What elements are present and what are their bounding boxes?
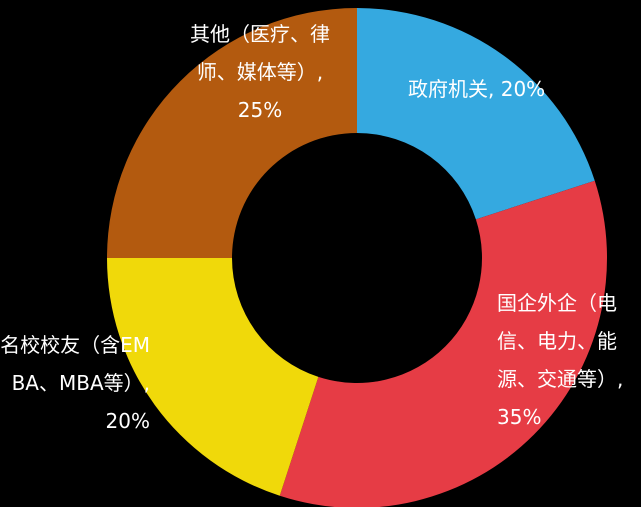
label-value: 25% (238, 98, 282, 122)
label-category: 国企外企（电信、电力、能源、交通等）, (497, 291, 623, 391)
data-label: 国企外企（电信、电力、能源、交通等）, 35% (497, 284, 632, 436)
data-label: 其他（医疗、律师、媒体等）, 25% (190, 15, 330, 129)
data-label: 名校校友（含EMBA、MBA等）, 20% (0, 326, 150, 440)
label-value: 20% (501, 77, 545, 101)
data-label: 政府机关, 20% (408, 70, 548, 108)
label-category: 政府机关, (408, 77, 494, 101)
label-value: 35% (497, 405, 541, 429)
chart: 政府机关, 20% 国企外企（电信、电力、能源、交通等）, 35% 名校校友（含EM… (0, 0, 641, 507)
label-value: 20% (106, 409, 150, 433)
label-category: 名校校友（含EMBA、MBA等）, (0, 333, 150, 395)
label-category: 其他（医疗、律师、媒体等）, (190, 22, 330, 84)
donut-segment (357, 8, 595, 219)
